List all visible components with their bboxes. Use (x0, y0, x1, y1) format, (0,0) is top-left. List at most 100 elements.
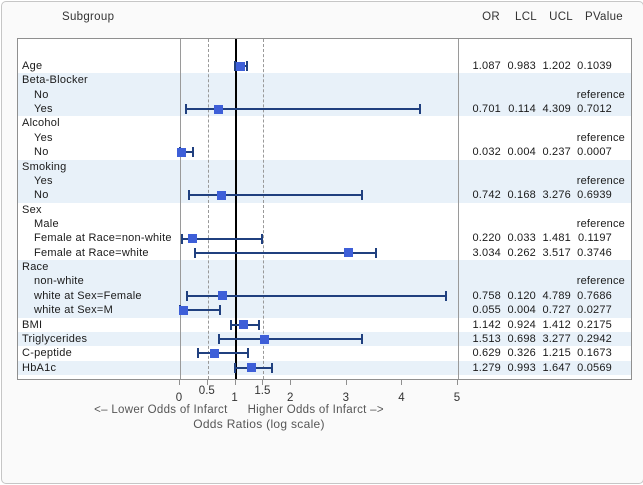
error-bar-cap-left (217, 334, 220, 345)
row-band (18, 203, 631, 217)
row-band (18, 59, 631, 73)
x-axis: 0 0.5 1 1.5 2 3 4 5 (2, 380, 643, 406)
stat-ucl: 3.276 (542, 189, 571, 202)
axis-tick-label: 1 (231, 392, 238, 404)
stat-ucl: 1.215 (542, 347, 571, 360)
subgroup-level-label: white at Sex=M (34, 304, 114, 317)
stat-or: 1.142 (472, 318, 501, 331)
axis-tick (345, 380, 347, 385)
error-bar-cap-left (185, 104, 188, 115)
odds-ratio-marker (246, 363, 256, 373)
error-bar-cap-left (180, 233, 183, 244)
error-bar-cap-right (374, 247, 377, 258)
error-bar-cap-right (261, 233, 264, 244)
stat-or: 0.220 (472, 232, 501, 245)
error-bar-cap-right (445, 290, 448, 301)
odds-ratio-marker (238, 320, 248, 330)
stat-lcl: 0.924 (507, 318, 536, 331)
reference-line-1 (234, 39, 237, 379)
stat-ucl: 4.789 (542, 289, 571, 302)
subgroup-level-label: No (34, 189, 49, 202)
stat-lcl: 0.004 (507, 146, 536, 159)
stat-or: 0.055 (472, 304, 501, 317)
row-band (18, 360, 631, 375)
stat-lcl: 0.262 (507, 246, 536, 259)
column-header-lcl: LCL (515, 11, 537, 23)
error-bar-cap-right (361, 190, 364, 201)
stat-lcl: 0.698 (507, 332, 536, 345)
axis-tick (179, 380, 180, 385)
lower-odds-label: <– Lower Odds of Infarct (94, 404, 228, 416)
odds-ratio-marker (210, 348, 220, 358)
odds-ratio-marker (217, 291, 227, 301)
higher-odds-label: Higher Odds of Infarct –> (247, 404, 384, 416)
stat-lcl: 0.114 (508, 103, 536, 116)
reference-label: reference (576, 217, 625, 230)
stat-pvalue: 0.3746 (577, 246, 612, 259)
row-band (18, 318, 631, 332)
subgroup-level-label: No (34, 88, 49, 101)
axis-tick (290, 380, 292, 385)
axis-tick (206, 380, 208, 385)
stat-or: 0.032 (472, 146, 501, 159)
odds-ratio-marker (178, 305, 188, 315)
subgroup-level-label: white at Sex=Female (34, 289, 142, 302)
row-band (18, 145, 631, 159)
error-bar-cap-right (245, 61, 248, 72)
subgroup-label: BMI (22, 318, 43, 331)
error-bar-cap-right (219, 305, 222, 316)
stat-ucl: 1.481 (542, 232, 571, 245)
odds-ratio-marker (214, 104, 224, 114)
stat-ucl: 1.647 (542, 361, 571, 374)
subgroup-level-label: non-white (34, 275, 84, 288)
error-bar-cap-right (246, 348, 249, 359)
subgroup-label: Triglycerides (22, 332, 88, 345)
error-bar-cap-left (197, 348, 200, 359)
stat-ucl: 0.727 (542, 304, 571, 317)
error-bar-cap-right (192, 147, 195, 158)
stat-ucl: 4.309 (542, 103, 571, 116)
axis-tick (401, 380, 403, 385)
reference-label: reference (576, 131, 625, 144)
error-bar-cap-left (185, 290, 188, 301)
stat-or: 0.629 (472, 347, 501, 360)
error-bar-cap-right (418, 104, 421, 115)
stat-or: 3.034 (472, 246, 501, 259)
stat-ucl: 1.412 (542, 318, 571, 331)
axis-tick (262, 380, 264, 385)
stat-pvalue: 0.2175 (577, 318, 612, 331)
stat-lcl: 0.983 (507, 60, 536, 72)
row-band (18, 73, 631, 88)
axis-tick-label: 0.5 (198, 385, 215, 397)
error-bar-cap-right (270, 362, 273, 373)
stat-pvalue: 0.0277 (577, 304, 612, 317)
row-band (18, 87, 631, 103)
error-bar-cap-left (233, 61, 236, 72)
stat-or: 1.513 (472, 332, 501, 345)
axis-tick-label: 4 (398, 392, 405, 404)
odds-ratio-marker (216, 190, 226, 200)
stat-or: 0.758 (472, 289, 501, 302)
stat-or: 1.279 (472, 361, 501, 374)
odds-ratio-marker (177, 147, 187, 157)
subgroup-label: Sex (22, 203, 42, 216)
row-band (18, 131, 631, 145)
error-bar-cap-left (193, 247, 196, 258)
odds-ratio-marker (187, 234, 197, 244)
error-bar (186, 294, 447, 297)
dashed-reference-line (263, 39, 265, 379)
subgroup-level-label: Yes (34, 103, 53, 116)
axis-wall-right (458, 39, 459, 379)
axis-tick-label: 2 (286, 392, 294, 404)
row-band (18, 159, 631, 174)
odds-ratio-marker (344, 248, 354, 258)
stat-lcl: 0.326 (507, 347, 536, 360)
error-bar (218, 338, 363, 341)
error-bar (180, 151, 194, 154)
reference-label: reference (576, 88, 625, 101)
stat-pvalue: 0.1673 (577, 347, 612, 360)
row-band (18, 116, 631, 130)
subgroup-label: Race (22, 261, 49, 274)
subgroup-level-label: Female at Race=white (34, 246, 149, 259)
